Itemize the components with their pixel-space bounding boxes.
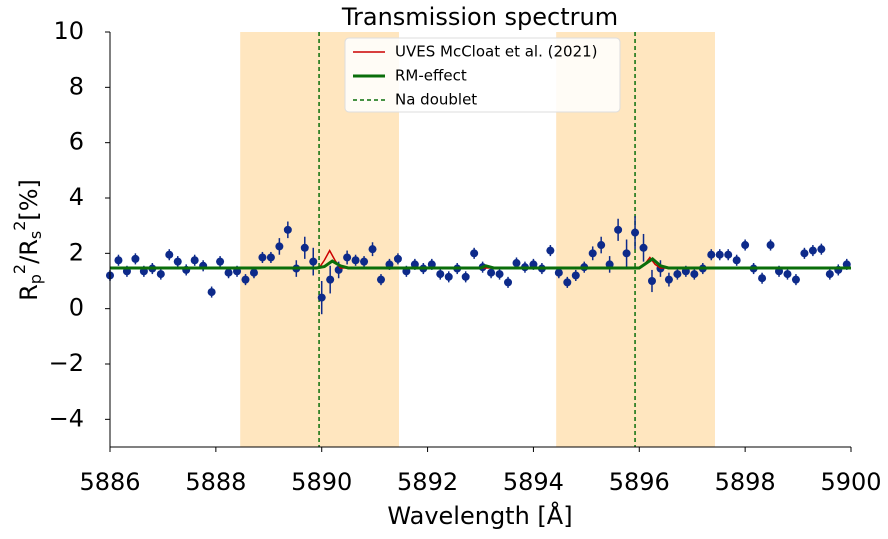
y-label-part: /R — [15, 239, 43, 264]
data-point — [275, 242, 284, 251]
x-axis-label: Wavelength [Å] — [387, 501, 572, 530]
data-point — [249, 268, 258, 277]
data-point — [444, 272, 453, 281]
data-point — [529, 260, 538, 269]
data-point — [165, 250, 174, 259]
y-label-part: R — [15, 284, 43, 301]
x-tick-label: 5886 — [79, 468, 140, 496]
data-point — [639, 243, 648, 252]
data-point — [512, 259, 521, 268]
data-point — [216, 257, 225, 266]
chart-title: Transmission spectrum — [341, 3, 618, 31]
data-point — [487, 268, 496, 277]
data-point — [758, 274, 767, 283]
legend-label: UVES McCloat et al. (2021) — [395, 43, 598, 61]
data-point — [470, 249, 479, 258]
data-point — [283, 225, 292, 234]
data-point — [783, 270, 792, 279]
data-point — [690, 270, 699, 279]
data-point — [800, 249, 809, 258]
data-point — [504, 278, 513, 287]
data-point — [724, 250, 733, 259]
data-point — [766, 241, 775, 250]
data-point — [300, 243, 309, 252]
y-tick-label: −4 — [49, 404, 84, 432]
data-point — [190, 256, 199, 265]
x-tick-label: 5900 — [820, 468, 881, 496]
data-point — [605, 260, 614, 269]
y-tick-label: 2 — [69, 238, 84, 266]
data-point — [495, 270, 504, 279]
y-tick-label: 8 — [69, 72, 84, 100]
data-point — [410, 260, 419, 269]
data-point — [614, 225, 623, 234]
data-point — [842, 260, 851, 269]
data-point — [563, 278, 572, 287]
y-label-part: [%] — [15, 179, 43, 221]
x-tick-label: 5890 — [291, 468, 352, 496]
x-tick-label: 5894 — [503, 468, 564, 496]
x-tick-label: 5898 — [715, 468, 776, 496]
data-point — [461, 272, 470, 281]
y-label-part: 2 — [10, 264, 29, 274]
data-point — [588, 249, 597, 258]
data-point — [707, 250, 716, 259]
legend-box — [344, 37, 621, 113]
data-point — [808, 246, 817, 255]
data-point — [647, 277, 656, 285]
data-point — [207, 288, 216, 297]
y-tick-label: 0 — [69, 294, 84, 322]
data-point — [224, 268, 233, 277]
data-point — [368, 245, 377, 254]
data-point — [664, 275, 673, 284]
legend-label: RM-effect — [395, 67, 467, 85]
y-tick-label: 4 — [69, 183, 84, 211]
data-point — [791, 275, 800, 284]
data-point — [393, 254, 402, 263]
data-point — [351, 256, 360, 265]
model-line — [110, 256, 851, 270]
data-point — [241, 275, 250, 284]
data-point — [427, 260, 436, 269]
data-point — [173, 257, 182, 266]
data-point — [546, 246, 555, 255]
data-point — [156, 270, 165, 279]
y-label-part: s — [26, 231, 45, 239]
data-point — [317, 293, 326, 302]
data-point — [114, 256, 123, 265]
data-point — [258, 253, 267, 262]
x-tick-label: 5892 — [397, 468, 458, 496]
x-tick-label: 5896 — [609, 468, 670, 496]
data-point — [825, 270, 834, 279]
data-point — [376, 275, 385, 284]
data-point — [436, 270, 445, 279]
data-point — [631, 228, 640, 237]
data-point — [732, 256, 741, 265]
data-point — [554, 268, 563, 277]
data-point — [360, 257, 369, 266]
data-point — [817, 245, 826, 254]
data-point — [309, 257, 318, 266]
data-point — [622, 249, 631, 258]
y-axis-label: Rp2/Rs2[%] — [10, 179, 45, 301]
y-tick-label: 6 — [69, 128, 84, 156]
data-point — [571, 271, 580, 280]
data-point — [266, 253, 275, 262]
data-point — [343, 253, 352, 262]
data-point — [741, 241, 750, 250]
y-label-part: 2 — [10, 221, 29, 231]
data-point — [673, 270, 682, 279]
y-tick-label: −2 — [49, 349, 84, 377]
data-point — [597, 241, 606, 250]
y-tick-label: 10 — [53, 17, 84, 45]
data-point — [715, 250, 724, 259]
y-label-part: p — [26, 274, 45, 284]
x-tick-label: 5888 — [185, 468, 246, 496]
legend-label: Na doublet — [395, 91, 477, 109]
data-point — [131, 254, 140, 263]
data-point — [385, 260, 394, 269]
data-point — [326, 275, 335, 284]
